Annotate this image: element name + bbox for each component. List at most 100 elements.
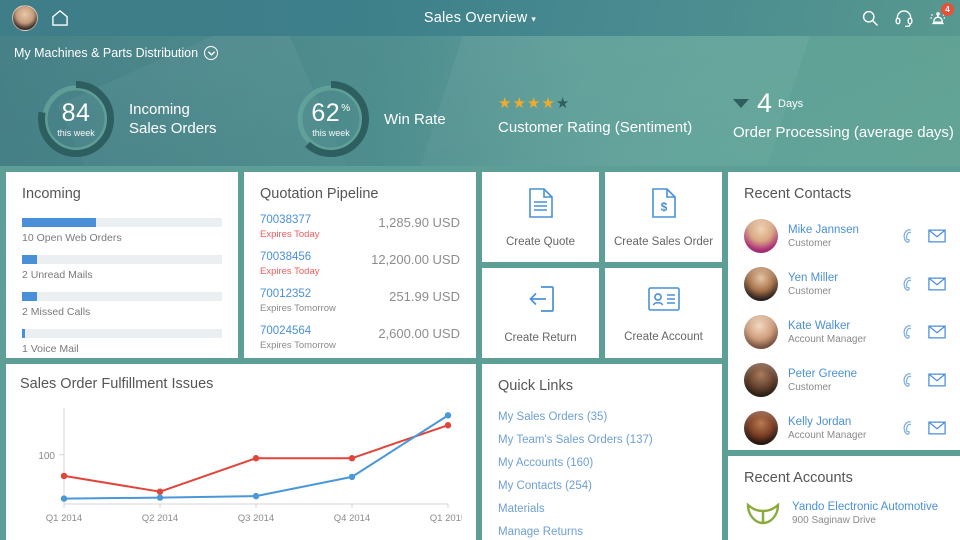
kpi-band-title[interactable]: My Machines & Parts Distribution <box>14 46 219 60</box>
email-icon[interactable] <box>928 373 946 387</box>
business-card-icon <box>647 284 681 319</box>
kpi-label-incoming-orders: Incoming Sales Orders <box>129 100 217 138</box>
rating-stars: ★★★★★ <box>498 94 692 112</box>
phone-icon[interactable] <box>900 324 915 340</box>
contact-name[interactable]: Yen Miller <box>788 271 839 284</box>
quotation-info: 70038456 Expires Today <box>260 251 320 278</box>
kpi-value-win-rate: 62% <box>311 98 351 127</box>
sales-order-fulfillment-chart-card[interactable]: Sales Order Fulfillment Issues 100 Q1 201… <box>6 364 476 540</box>
phone-icon[interactable] <box>900 228 915 244</box>
contact-role: Account Manager <box>788 429 867 441</box>
incoming-item-label: 10 Open Web Orders <box>22 232 122 244</box>
quotation-expiry: Expires Tomorrow <box>260 303 336 314</box>
quick-link-my-contacts[interactable]: My Contacts (254) <box>498 480 592 492</box>
quick-links-card: Quick Links My Sales Orders (35) My Team… <box>482 364 722 540</box>
quick-link-my-accounts[interactable]: My Accounts (160) <box>498 457 594 469</box>
phone-icon[interactable] <box>900 372 915 388</box>
quick-link-manage-returns[interactable]: Manage Returns <box>498 526 584 538</box>
contact-info: Peter Greene Customer <box>788 367 857 394</box>
kpi-unit-win-rate: % <box>341 103 351 115</box>
quotation-id[interactable]: 70024564 <box>260 325 312 337</box>
contact-name[interactable]: Kate Walker <box>788 319 851 332</box>
avatar <box>744 411 778 445</box>
kpi-label-win-rate: Win Rate <box>384 110 446 128</box>
table-row[interactable]: 70024564 Expires Tomorrow 2,600.00 USD <box>260 325 460 352</box>
list-item[interactable]: 10 Open Web Orders <box>22 218 222 244</box>
table-row[interactable]: 70038456 Expires Today 12,200.00 USD <box>260 251 460 278</box>
create-return-tile[interactable]: Create Return <box>482 268 599 358</box>
contact-role: Customer <box>788 381 832 393</box>
progress-fill <box>22 218 96 227</box>
phone-icon[interactable] <box>900 420 915 436</box>
quotation-id[interactable]: 70038456 <box>260 251 312 263</box>
list-item[interactable]: Mike Jannsen Customer <box>744 212 946 260</box>
email-icon[interactable] <box>928 325 946 339</box>
table-row[interactable]: 70038377 Expires Today 1,285.90 USD <box>260 214 460 241</box>
kpi-win-rate[interactable]: 62% this week Win Rate <box>292 80 446 158</box>
email-icon[interactable] <box>928 277 946 291</box>
kpi-incoming-sales-orders[interactable]: 84 this week Incoming Sales Orders <box>37 80 217 158</box>
create-sales-order-tile[interactable]: $ Create Sales Order <box>605 172 722 262</box>
shell-bar-left <box>12 5 70 31</box>
phone-icon[interactable] <box>900 276 915 292</box>
quick-link-my-sales-orders[interactable]: My Sales Orders (35) <box>498 411 608 423</box>
chart-title: Sales Order Fulfillment Issues <box>20 376 214 392</box>
contact-name[interactable]: Kelly Jordan <box>788 415 852 428</box>
incoming-item-label: 2 Missed Calls <box>22 306 91 318</box>
quotation-expiry: Expires Today <box>260 229 320 240</box>
quotation-id[interactable]: 70012352 <box>260 288 312 300</box>
create-account-tile[interactable]: Create Account <box>605 268 722 358</box>
quick-links-title: Quick Links <box>498 378 573 394</box>
kpi-list: 84 this week Incoming Sales Orders <box>0 80 960 166</box>
account-name[interactable]: Yando Electronic Automotive <box>792 500 939 513</box>
svg-text:Q3 2014: Q3 2014 <box>238 513 274 524</box>
email-icon[interactable] <box>928 421 946 435</box>
kpi-order-processing[interactable]: 4 Days Order Processing (average days) <box>733 90 954 141</box>
search-icon[interactable] <box>860 8 880 28</box>
create-quote-tile[interactable]: Create Quote <box>482 172 599 262</box>
progress-track <box>22 292 222 301</box>
home-icon[interactable] <box>50 8 70 28</box>
chart-canvas: 100 Q1 2014 Q2 2014 Q3 2014 Q4 2014 Q1 2015 <box>20 398 462 530</box>
kpi-customer-rating[interactable]: ★★★★★ Customer Rating (Sentiment) <box>498 94 692 136</box>
user-avatar[interactable] <box>12 5 38 31</box>
list-item[interactable]: Kate Walker Account Manager <box>744 308 946 356</box>
quotation-pipeline-card[interactable]: Quotation Pipeline 70038377 Expires Toda… <box>244 172 476 358</box>
contact-name[interactable]: Peter Greene <box>788 367 858 380</box>
kpi-unit-order-processing: Days <box>778 97 804 110</box>
svg-text:Q1 2014: Q1 2014 <box>46 513 82 524</box>
list-item[interactable]: Yen Miller Customer <box>744 260 946 308</box>
list-item[interactable]: 1 Voice Mail <box>22 329 222 355</box>
kpi-label-customer-rating: Customer Rating (Sentiment) <box>498 119 693 136</box>
contact-info: Kate Walker Account Manager <box>788 319 866 346</box>
notification-badge: 4 <box>941 3 954 16</box>
incoming-card[interactable]: Incoming 10 Open Web Orders 2 Unread Mai… <box>6 172 238 358</box>
contact-name[interactable]: Mike Jannsen <box>788 223 859 236</box>
quotation-info: 70024564 Expires Tomorrow <box>260 325 336 352</box>
line-chart: 100 Q1 2014 Q2 2014 Q3 2014 Q4 2014 Q1 2015 <box>38 408 462 524</box>
contact-actions <box>900 420 946 436</box>
list-item[interactable]: 2 Missed Calls <box>22 292 222 318</box>
quick-link-my-teams-sales-orders[interactable]: My Team's Sales Orders (137) <box>498 434 653 446</box>
kpi-sublabel-incoming-orders: this week <box>57 127 95 138</box>
email-icon[interactable] <box>928 229 946 243</box>
list-item[interactable]: Peter Greene Customer <box>744 356 946 404</box>
account-address: 900 Saginaw Drive <box>792 514 876 526</box>
list-item[interactable]: Yando Electronic Automotive 900 Saginaw … <box>744 498 944 528</box>
kpi-value-win-rate-number: 62 <box>311 98 341 127</box>
donut-center-incoming-orders: 84 this week <box>37 80 115 158</box>
chevron-down-icon[interactable]: ▾ <box>531 14 537 24</box>
quick-link-materials[interactable]: Materials <box>498 503 545 515</box>
headset-support-icon[interactable] <box>894 8 914 28</box>
progress-fill <box>22 255 37 264</box>
donut-chart-incoming-orders: 84 this week <box>37 80 115 158</box>
quotation-id[interactable]: 70038377 <box>260 214 312 226</box>
chevron-down-circle-icon[interactable] <box>204 46 219 60</box>
kpi-value-incoming-orders: 84 <box>61 98 91 127</box>
contact-actions <box>900 228 946 244</box>
list-item[interactable]: 2 Unread Mails <box>22 255 222 281</box>
table-row[interactable]: 70012352 Expires Tomorrow 251.99 USD <box>260 288 460 315</box>
alert-bell-icon[interactable]: 4 <box>928 3 954 28</box>
list-item[interactable]: Kelly Jordan Account Manager <box>744 404 946 452</box>
